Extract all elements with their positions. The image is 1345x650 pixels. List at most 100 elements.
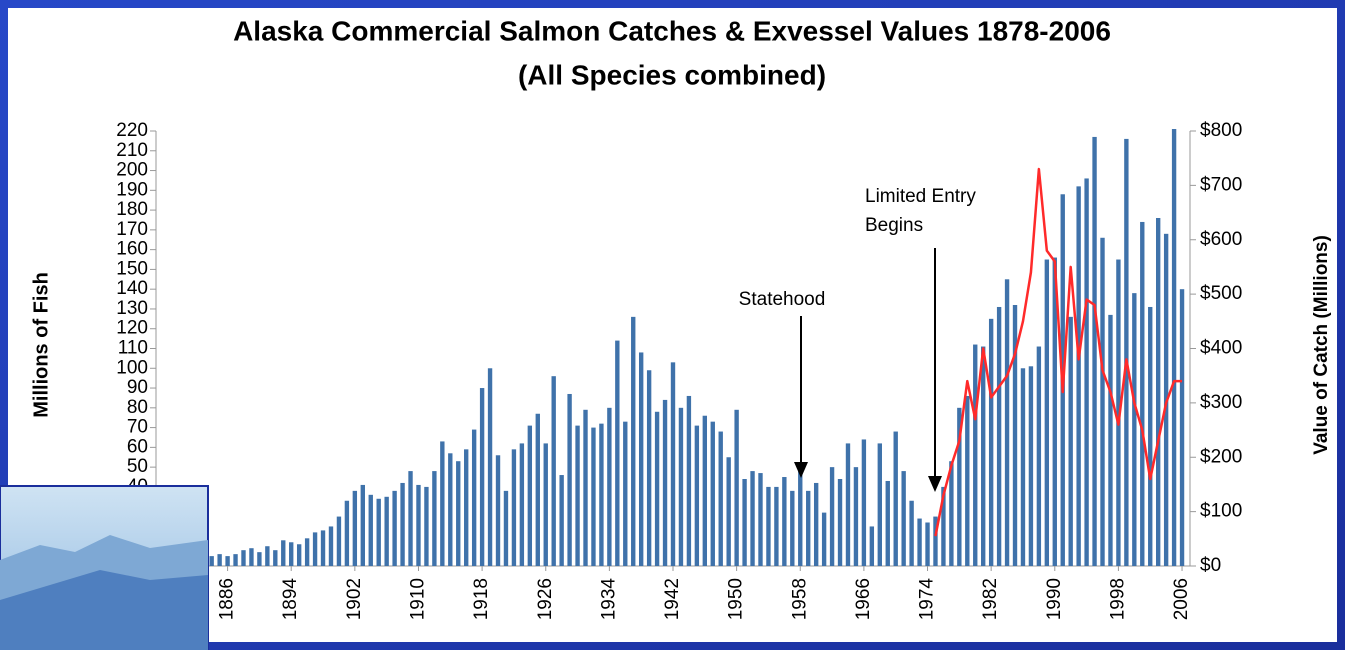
x-tick-label: 2006 — [1171, 578, 1192, 620]
bar — [265, 546, 269, 566]
bar — [703, 416, 707, 566]
bar — [830, 467, 834, 566]
bar — [225, 556, 229, 566]
bar — [297, 544, 301, 566]
bar — [281, 540, 285, 566]
y-tick-label: 150 — [116, 258, 148, 279]
bar — [583, 410, 587, 566]
bar — [870, 526, 874, 566]
bar — [846, 443, 850, 566]
y-tick-label: 210 — [116, 140, 148, 161]
x-tick-label: 1950 — [726, 578, 747, 620]
corner-photo — [0, 486, 208, 650]
bar — [544, 443, 548, 566]
bar — [567, 394, 571, 566]
bar — [862, 439, 866, 566]
bar — [734, 410, 738, 566]
bar — [790, 491, 794, 566]
bar — [512, 449, 516, 566]
bar — [321, 530, 325, 566]
bar — [1180, 289, 1184, 566]
bar — [353, 491, 357, 566]
y-tick-label: 220 — [116, 120, 148, 141]
y-tick-label: 130 — [116, 298, 148, 319]
y-tick-label: 190 — [116, 179, 148, 200]
bar — [1084, 178, 1088, 566]
chart-subtitle: (All Species combined) — [518, 59, 826, 90]
bar — [631, 317, 635, 566]
bar — [639, 352, 643, 566]
y-tick-label: 110 — [118, 338, 148, 359]
chart-title: Alaska Commercial Salmon Catches & Exves… — [233, 15, 1111, 46]
bar — [925, 523, 929, 567]
y-axis-title: Millions of Fish — [30, 272, 52, 418]
bar — [989, 319, 993, 566]
y-tick-label: 180 — [116, 199, 148, 220]
x-tick-label: 1990 — [1044, 578, 1065, 620]
bar — [838, 479, 842, 566]
y-tick-label: 100 — [116, 357, 148, 378]
x-tick-label: 1910 — [407, 578, 428, 620]
bar — [750, 471, 754, 566]
y2-tick-label: $300 — [1200, 392, 1242, 413]
x-tick-label: 1998 — [1107, 578, 1128, 620]
bar — [1021, 368, 1025, 566]
bar — [878, 443, 882, 566]
bar — [1172, 129, 1176, 566]
bar — [782, 477, 786, 566]
bar — [806, 491, 810, 566]
annotation: Statehood — [739, 289, 826, 310]
bar — [305, 538, 309, 566]
bar — [663, 400, 667, 566]
bar — [536, 414, 540, 566]
bar — [591, 428, 595, 566]
bar — [599, 424, 603, 566]
bar — [432, 471, 436, 566]
y2-tick-label: $200 — [1200, 446, 1242, 467]
bar — [257, 552, 261, 566]
bar — [241, 550, 245, 566]
y-tick-label: 80 — [127, 397, 148, 418]
bar — [464, 449, 468, 566]
bar — [1037, 347, 1041, 566]
x-tick-label: 1902 — [344, 578, 365, 620]
bar — [504, 491, 508, 566]
bar — [313, 532, 317, 566]
bar — [1069, 317, 1073, 566]
y-tick-label: 70 — [127, 417, 148, 438]
y2-tick-label: $100 — [1200, 501, 1242, 522]
y2-tick-label: $400 — [1200, 338, 1242, 359]
bar — [575, 426, 579, 566]
bar — [965, 396, 969, 566]
bar — [1148, 307, 1152, 566]
page: {"chart_data": {"type": "bar-line", "tit… — [0, 0, 1345, 650]
x-tick-label: 1958 — [789, 578, 810, 620]
bar — [894, 432, 898, 566]
bar — [369, 495, 373, 566]
bar — [233, 554, 237, 566]
bar — [1045, 260, 1049, 566]
bar — [774, 487, 778, 566]
bar — [909, 501, 913, 566]
bar — [1124, 139, 1128, 566]
bar — [719, 432, 723, 566]
y-tick-label: 90 — [127, 377, 148, 398]
bar — [1140, 222, 1144, 566]
annotation: Limited Entry — [865, 186, 976, 207]
bar — [671, 362, 675, 566]
y2-axis-title: Value of Catch (Millions) — [1311, 235, 1332, 455]
bar — [552, 376, 556, 566]
bar — [416, 485, 420, 566]
bar — [1100, 238, 1104, 566]
y-tick-label: 200 — [116, 160, 148, 181]
x-tick-label: 1974 — [917, 578, 938, 621]
bar — [647, 370, 651, 566]
bar — [981, 347, 985, 566]
y2-tick-label: $600 — [1200, 229, 1242, 250]
bar — [424, 487, 428, 566]
x-tick-label: 1982 — [980, 578, 1001, 620]
bar — [400, 483, 404, 566]
bar — [949, 461, 953, 566]
bar — [440, 441, 444, 566]
bar — [1132, 293, 1136, 566]
